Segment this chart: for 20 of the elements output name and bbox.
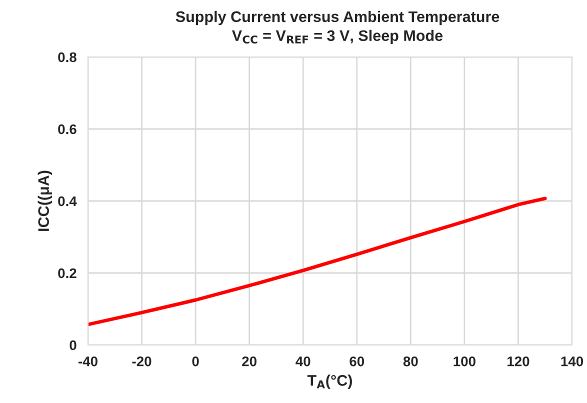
y-tick-label: 0.6: [58, 124, 76, 134]
x-tick-label: 100: [454, 356, 476, 366]
y-tick-label: 0.2: [58, 268, 76, 278]
x-tick-label: 0: [192, 356, 199, 366]
x-tick-label: -40: [78, 356, 98, 366]
y-tick-label: 0.4: [58, 196, 77, 206]
y-tick-label: 0.8: [58, 52, 76, 62]
x-tick-label: -20: [132, 356, 152, 366]
x-axis-title: T$_{A}$(°C): [307, 374, 352, 389]
y-tick-label: 0: [70, 340, 76, 350]
x-tick-label: 140: [561, 356, 584, 366]
x-tick-label: 120: [508, 356, 530, 366]
y-axis-title: ICC((μA): [38, 170, 52, 231]
chart-title: Supply Current versus Ambient Temperature: [176, 10, 500, 26]
chart-subtitle: V$_{CC}$ = V$_{REF}$ = 3 V, Sleep Mode: [232, 30, 443, 44]
x-tick-label: 20: [242, 356, 256, 366]
x-tick-label: 40: [296, 356, 310, 366]
x-tick-label: 80: [403, 356, 418, 366]
x-tick-label: 60: [350, 356, 364, 366]
line-series: [88, 196, 547, 326]
